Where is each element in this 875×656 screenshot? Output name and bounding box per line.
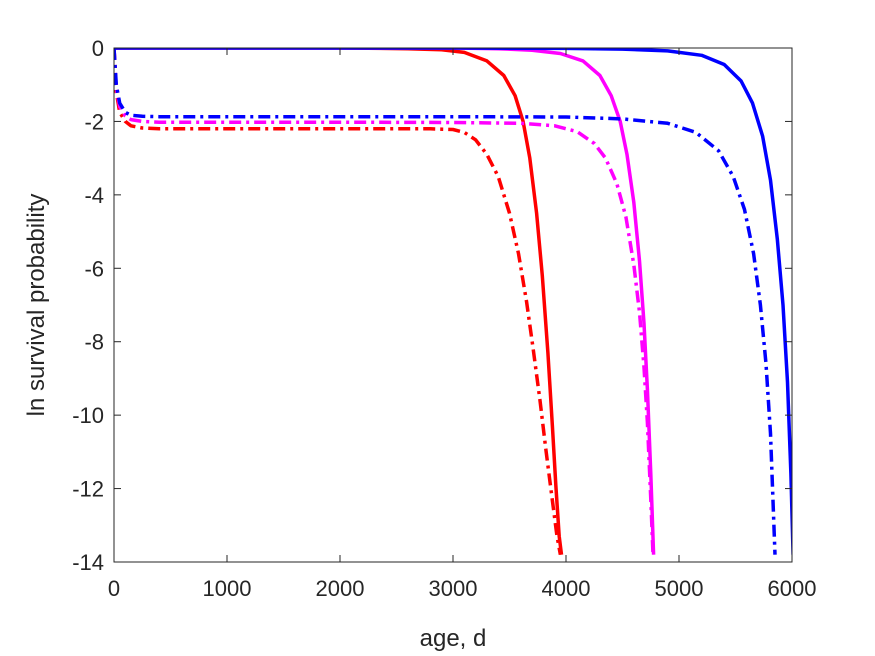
x-tick-label: 2000 xyxy=(316,576,365,601)
y-tick-label: 0 xyxy=(92,36,104,61)
y-tick-label: -2 xyxy=(84,109,104,134)
y-tick-label: -12 xyxy=(72,477,104,502)
x-tick-label: 5000 xyxy=(655,576,704,601)
series-line-1 xyxy=(114,48,563,556)
x-tick-label: 3000 xyxy=(429,576,478,601)
y-axis-label: ln survival probability xyxy=(23,194,50,417)
series-line-5 xyxy=(114,48,777,555)
series-layer xyxy=(114,48,792,556)
y-tick-label: -6 xyxy=(84,256,104,281)
y-tick-label: -4 xyxy=(84,183,104,208)
x-tick-label: 6000 xyxy=(768,576,817,601)
x-axis-label: age, d xyxy=(420,625,487,652)
series-line-3 xyxy=(114,48,655,555)
axes-layer: 0 1000 2000 3000 4000 5000 6000 0 -2 -4 -6 -8 -10 -12… xyxy=(72,36,816,601)
x-tick-label: 0 xyxy=(108,576,120,601)
y-tick-label: -14 xyxy=(72,550,104,575)
y-tick-label: -8 xyxy=(84,330,104,355)
x-tick-label: 1000 xyxy=(203,576,252,601)
series-line-2 xyxy=(114,48,656,555)
y-tick-label: -10 xyxy=(72,403,104,428)
series-line-4 xyxy=(114,48,792,555)
x-tick-label: 4000 xyxy=(542,576,591,601)
plot-background xyxy=(114,48,792,562)
